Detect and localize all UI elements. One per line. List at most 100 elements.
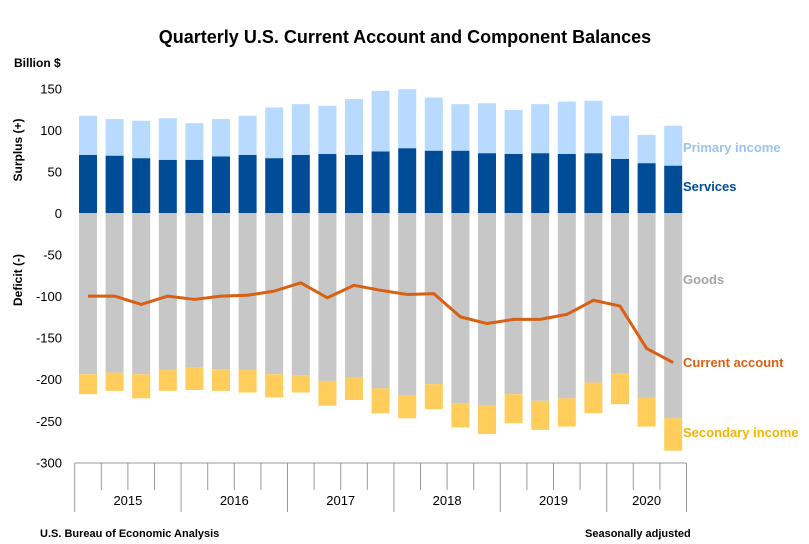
bar-secondary-income <box>664 418 683 451</box>
bar-services <box>132 158 151 213</box>
bar-goods <box>664 213 683 419</box>
bar-primary-income <box>345 99 363 155</box>
bar-primary-income <box>584 100 603 154</box>
y-tick-label: -200 <box>36 372 62 387</box>
bar-primary-income <box>531 104 550 154</box>
bar-primary-income <box>611 115 629 159</box>
bar-primary-income <box>557 101 576 154</box>
bar-primary-income <box>212 119 230 157</box>
series-label-secondary-income: Secondary income <box>683 425 799 440</box>
bar-primary-income <box>265 107 284 159</box>
y-tick-label: -300 <box>36 455 62 470</box>
bar-secondary-income <box>424 384 443 410</box>
bar-secondary-income <box>584 382 603 414</box>
x-year-label: 2017 <box>326 493 355 508</box>
bar-secondary-income <box>132 374 151 399</box>
bar-services <box>185 159 204 213</box>
bar-services <box>371 151 390 213</box>
bar-goods <box>424 213 443 385</box>
bar-secondary-income <box>238 370 257 393</box>
bar-goods <box>611 213 629 374</box>
bar-secondary-income <box>185 367 204 391</box>
bar-goods <box>238 213 257 371</box>
bar-services <box>424 150 443 213</box>
y-tick-label: 150 <box>40 81 62 96</box>
bar-secondary-income <box>79 374 97 395</box>
source-note: U.S. Bureau of Economic Analysis <box>40 528 219 540</box>
series-label-primary-income: Primary income <box>683 140 781 155</box>
bar-goods <box>451 213 470 404</box>
series-label-services: Services <box>683 179 737 194</box>
bar-goods <box>265 213 284 375</box>
y-units-label: Billion $ <box>14 56 61 70</box>
x-year-label: 2020 <box>632 493 661 508</box>
y-tick-label: -150 <box>36 331 62 346</box>
bar-services <box>79 154 97 213</box>
x-year-label: 2018 <box>433 493 462 508</box>
bar-primary-income <box>424 97 443 151</box>
bar-services <box>664 165 683 213</box>
bar-services <box>212 156 230 213</box>
bar-goods <box>345 213 363 378</box>
y-tick-label: -50 <box>43 248 62 263</box>
bar-secondary-income <box>504 394 523 424</box>
bar-goods <box>371 213 390 389</box>
bar-services <box>318 153 337 213</box>
bar-secondary-income <box>345 377 363 400</box>
bar-secondary-income <box>371 388 390 414</box>
y-tick-label: 0 <box>55 206 62 221</box>
bar-secondary-income <box>291 375 310 393</box>
bar-primary-income <box>371 90 390 152</box>
bar-goods <box>291 213 310 376</box>
series-label-current-account: Current account <box>683 355 784 370</box>
bar-primary-income <box>664 125 683 166</box>
x-year-label: 2016 <box>220 493 249 508</box>
bar-secondary-income <box>531 400 550 430</box>
bar-goods <box>637 213 656 398</box>
bar-primary-income <box>238 115 257 155</box>
bar-services <box>451 150 470 213</box>
bar-secondary-income <box>158 370 177 391</box>
line-current-account <box>88 281 674 364</box>
bar-primary-income <box>637 134 656 164</box>
chart-title: Quarterly U.S. Current Account and Compo… <box>159 27 651 47</box>
bar-services <box>238 154 257 213</box>
bar-primary-income <box>291 104 310 155</box>
bar-primary-income <box>185 123 204 160</box>
bar-services <box>557 153 576 213</box>
bar-goods <box>105 213 124 373</box>
bar-goods <box>504 213 523 395</box>
seasonal-note: Seasonally adjusted <box>585 528 691 540</box>
y-tick-label: 100 <box>40 123 62 138</box>
bar-services <box>158 159 177 213</box>
bar-secondary-income <box>478 405 496 435</box>
bar-services <box>584 153 603 213</box>
bar-secondary-income <box>398 395 417 419</box>
bar-services <box>637 163 656 213</box>
bar-goods <box>478 213 496 406</box>
bar-secondary-income <box>212 369 230 391</box>
bar-services <box>531 153 550 213</box>
bar-secondary-income <box>318 380 337 406</box>
bar-secondary-income <box>105 372 124 391</box>
y-label-deficit: Deficit (-) <box>11 254 25 306</box>
y-label-surplus: Surplus (+) <box>11 118 25 181</box>
bar-primary-income <box>504 109 523 154</box>
bar-goods <box>212 213 230 370</box>
bar-secondary-income <box>557 398 576 427</box>
bar-goods <box>398 213 417 396</box>
bar-primary-income <box>318 105 337 154</box>
y-tick-label: 50 <box>48 164 62 179</box>
bar-goods <box>79 213 97 375</box>
series-label-goods: Goods <box>683 272 724 287</box>
x-year-label: 2015 <box>113 493 142 508</box>
bar-secondary-income <box>265 374 284 398</box>
bar-services <box>345 154 363 213</box>
bar-primary-income <box>158 118 177 160</box>
bar-services <box>504 153 523 213</box>
bar-services <box>105 155 124 213</box>
bar-services <box>611 158 629 213</box>
bar-secondary-income <box>611 373 629 405</box>
